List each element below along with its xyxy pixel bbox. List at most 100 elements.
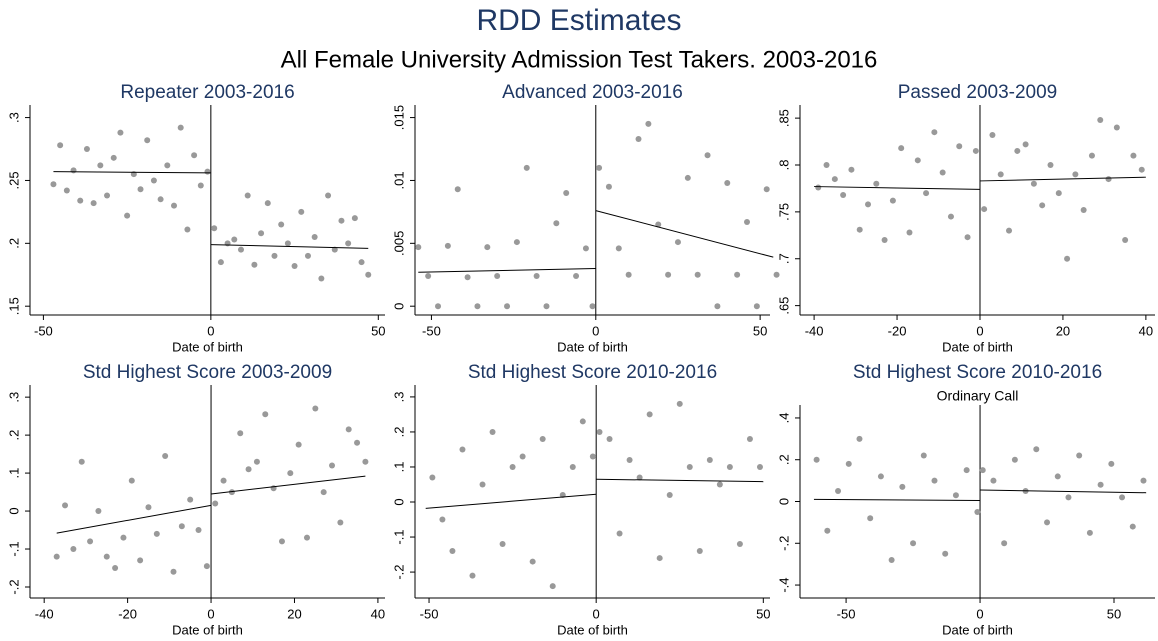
point — [220, 477, 227, 484]
point — [543, 303, 550, 310]
point — [956, 143, 963, 150]
point — [848, 166, 855, 173]
fit-line — [596, 478, 764, 483]
point — [1088, 152, 1095, 159]
point — [553, 220, 560, 227]
y-tick-label: .1 — [391, 462, 406, 473]
point — [606, 435, 613, 442]
fit-line — [813, 498, 981, 501]
point — [318, 275, 325, 282]
point — [724, 179, 731, 186]
point — [449, 548, 456, 555]
point — [191, 152, 198, 159]
point — [484, 244, 491, 251]
point — [743, 218, 750, 225]
point — [228, 489, 235, 496]
point — [579, 418, 586, 425]
point — [444, 242, 451, 249]
point — [195, 527, 202, 534]
y-tick-label: .8 — [776, 160, 791, 171]
x-tick-label: 0 — [976, 606, 983, 621]
point — [589, 303, 596, 310]
point — [53, 553, 60, 560]
y-tick-label: .85 — [776, 109, 791, 127]
point — [509, 463, 516, 470]
fit-line — [53, 171, 211, 174]
point — [1055, 190, 1062, 197]
point — [974, 508, 981, 515]
fit-line — [595, 210, 774, 258]
point — [616, 530, 623, 537]
point — [889, 197, 896, 204]
point — [237, 246, 244, 253]
point — [914, 157, 921, 164]
point — [1006, 227, 1013, 234]
point — [1130, 152, 1137, 159]
point — [856, 226, 863, 233]
point — [877, 473, 884, 480]
point — [952, 492, 959, 499]
point — [549, 583, 556, 590]
point — [90, 200, 97, 207]
y-tick-label: .2 — [6, 238, 21, 249]
point — [1044, 519, 1051, 526]
fit-line — [56, 504, 212, 534]
point — [1097, 481, 1104, 488]
x-axis-label: Date of birth — [172, 339, 243, 354]
y-tick-label: .65 — [776, 297, 791, 315]
x-tick-label: 50 — [1107, 606, 1121, 621]
x-tick-label: -20 — [888, 323, 907, 338]
x-tick-label: 50 — [371, 323, 385, 338]
point — [278, 538, 285, 545]
point — [706, 456, 713, 463]
y-tick-label: .2 — [776, 454, 791, 465]
point — [1001, 540, 1008, 547]
x-tick-label: -50 — [422, 323, 441, 338]
point — [645, 120, 652, 127]
point — [145, 504, 152, 511]
y-tick-label: -.2 — [776, 536, 791, 551]
x-tick-label: 20 — [287, 606, 301, 621]
point — [1122, 237, 1129, 243]
fit-line — [979, 176, 1146, 182]
point — [489, 428, 496, 435]
point — [262, 411, 269, 418]
point — [867, 515, 874, 522]
point — [144, 137, 151, 144]
panel-title: Advanced 2003-2016 — [502, 82, 683, 103]
point — [62, 502, 69, 509]
point — [474, 303, 481, 310]
point — [831, 176, 838, 183]
point — [815, 184, 822, 191]
point — [303, 534, 310, 541]
x-axis-label: Date of birth — [172, 622, 243, 637]
point — [1030, 180, 1037, 187]
point — [523, 164, 530, 171]
point — [840, 192, 847, 198]
point — [354, 439, 361, 446]
point — [117, 129, 124, 136]
point — [499, 541, 506, 548]
x-tick-label: -20 — [118, 606, 137, 621]
point — [656, 555, 663, 562]
fit-line — [418, 267, 596, 273]
point — [311, 234, 318, 241]
point — [1105, 176, 1112, 183]
point — [504, 303, 511, 310]
point — [665, 271, 672, 278]
point — [164, 162, 171, 169]
point — [773, 271, 780, 278]
y-tick-label: 0 — [6, 507, 21, 514]
point — [459, 446, 466, 453]
y-tick-label: .1 — [6, 468, 21, 479]
point — [1047, 162, 1054, 168]
point — [856, 435, 863, 442]
point — [694, 271, 701, 278]
point — [1072, 171, 1079, 178]
point — [1054, 473, 1061, 480]
point — [899, 483, 906, 490]
y-tick-label: .01 — [391, 171, 406, 189]
point — [753, 303, 760, 310]
y-tick-label: .4 — [776, 413, 791, 424]
point — [439, 516, 446, 523]
